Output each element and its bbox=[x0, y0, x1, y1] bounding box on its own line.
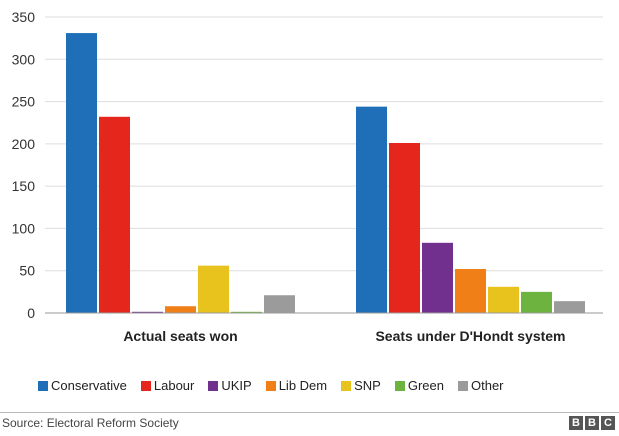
bar-lib-dem bbox=[165, 306, 196, 313]
y-tick-label: 200 bbox=[12, 136, 36, 152]
legend-item: UKIP bbox=[208, 378, 252, 393]
legend-item: Labour bbox=[140, 378, 195, 393]
bar-lib-dem bbox=[455, 269, 486, 313]
legend-swatch bbox=[458, 380, 468, 391]
legend-label: Labour bbox=[153, 378, 195, 393]
bar-other bbox=[264, 295, 295, 313]
bbc-logo-letter: C bbox=[601, 416, 615, 430]
legend-swatch bbox=[394, 380, 405, 391]
legend-swatch bbox=[140, 380, 151, 391]
y-tick-label: 250 bbox=[12, 94, 36, 110]
legend-item: Lib Dem bbox=[265, 378, 328, 393]
source-note: Source: Electoral Reform Society bbox=[2, 416, 179, 430]
y-tick-label: 350 bbox=[12, 9, 36, 25]
legend-label: SNP bbox=[354, 378, 381, 393]
legend-item: Other bbox=[458, 378, 504, 393]
bar-ukip bbox=[422, 242, 453, 313]
legend-label: UKIP bbox=[221, 378, 252, 393]
legend-swatch bbox=[341, 380, 352, 391]
legend: Conservative Labour UKIP Lib Dem SNP Green Oth… bbox=[38, 378, 518, 393]
bbc-logo-letter: B bbox=[569, 416, 583, 430]
legend-swatch bbox=[38, 380, 48, 391]
legend-label: Green bbox=[407, 378, 444, 393]
y-tick-label: 300 bbox=[12, 51, 36, 67]
bar-ukip bbox=[132, 311, 163, 313]
footer-divider bbox=[0, 412, 619, 413]
legend-item: Green bbox=[394, 378, 444, 393]
bar-other bbox=[554, 301, 585, 313]
category-label: Seats under D'Hondt system bbox=[375, 328, 565, 344]
bar-snp bbox=[198, 265, 229, 313]
y-tick-label: 100 bbox=[12, 220, 36, 236]
bar-green bbox=[521, 291, 552, 313]
legend-item: Conservative bbox=[38, 378, 127, 393]
y-tick-label: 150 bbox=[12, 178, 36, 194]
bbc-logo-letter: B bbox=[585, 416, 599, 430]
bar-labour bbox=[389, 143, 420, 313]
legend-swatch bbox=[208, 380, 219, 391]
legend-swatch bbox=[265, 380, 276, 391]
bar-green bbox=[231, 311, 262, 313]
bar-snp bbox=[488, 286, 519, 313]
legend-item: SNP bbox=[341, 378, 381, 393]
legend-label: Conservative bbox=[51, 378, 127, 393]
bbc-logo: B B C bbox=[569, 416, 615, 430]
bar-labour bbox=[99, 116, 130, 314]
legend-label: Other bbox=[471, 378, 504, 393]
legend-label: Lib Dem bbox=[278, 378, 328, 393]
bar-conservative bbox=[356, 106, 387, 313]
bar-conservative bbox=[66, 33, 97, 313]
y-tick-label: 50 bbox=[19, 263, 35, 279]
y-tick-label: 0 bbox=[27, 305, 35, 321]
category-label: Actual seats won bbox=[123, 328, 237, 344]
